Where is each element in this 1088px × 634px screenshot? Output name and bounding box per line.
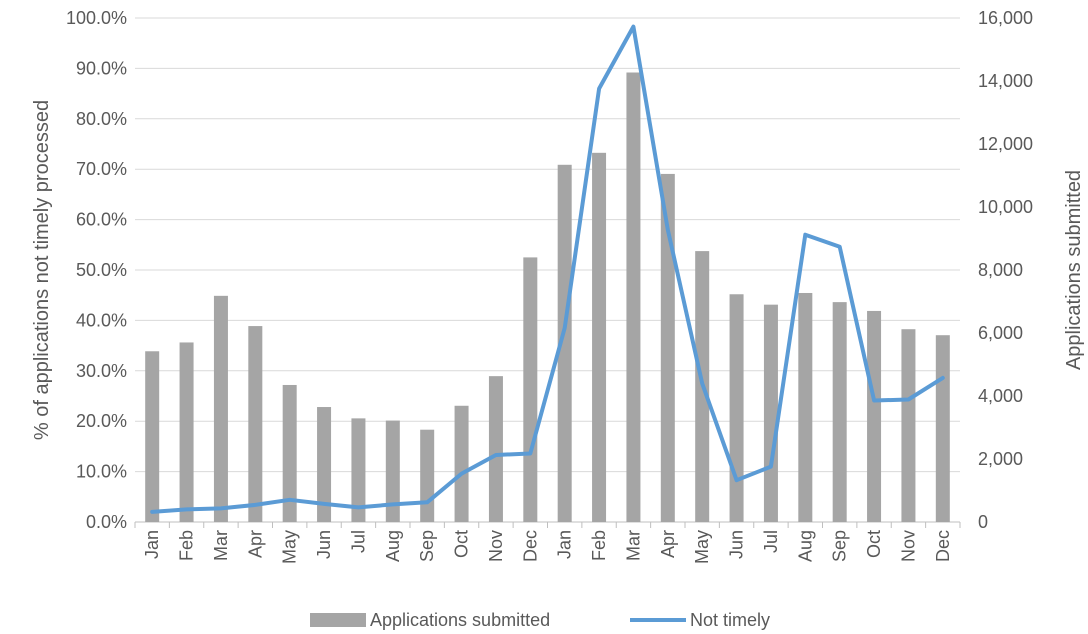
right-tick-label: 4,000 [978, 386, 1023, 406]
bar [660, 173, 675, 523]
left-tick-label: 50.0% [76, 260, 127, 280]
right-tick-label: 12,000 [978, 134, 1033, 154]
x-tick-label: Jun [727, 530, 747, 559]
bar [763, 304, 778, 522]
x-tick-label: Jun [314, 530, 334, 559]
x-tick-label: Sep [417, 530, 437, 562]
x-tick-label: May [280, 530, 300, 564]
right-y-axis: 0 2,000 4,000 6,000 8,000 10,000 12,000 14,000 1… [978, 8, 1033, 532]
right-tick-label: 6,000 [978, 323, 1023, 343]
bar [488, 376, 503, 522]
x-tick-label: Oct [452, 530, 472, 558]
bar [798, 292, 813, 522]
left-tick-label: 0.0% [86, 512, 127, 532]
left-tick-label: 80.0% [76, 109, 127, 129]
bar-series [145, 72, 950, 523]
bar [935, 335, 950, 522]
x-tick-label: Apr [245, 530, 265, 558]
bar [351, 418, 366, 522]
x-tick-label: Nov [898, 530, 918, 562]
x-tick-label: Apr [658, 530, 678, 558]
legend-swatch-applications-submitted [310, 613, 366, 627]
right-tick-label: 8,000 [978, 260, 1023, 280]
x-tick-label: Nov [486, 530, 506, 562]
left-axis-title: % of applications not timely processed [31, 100, 53, 440]
bar [901, 329, 916, 522]
right-tick-label: 14,000 [978, 71, 1033, 91]
bar [557, 164, 572, 523]
x-tick-label: Sep [830, 530, 850, 562]
bar [248, 326, 263, 522]
left-tick-label: 70.0% [76, 159, 127, 179]
left-tick-label: 100.0% [66, 8, 127, 28]
x-tick-label: Feb [589, 530, 609, 561]
x-tick-label: Aug [383, 530, 403, 562]
bar [592, 152, 607, 522]
bar [832, 302, 847, 522]
legend-label-applications-submitted: Applications submitted [370, 610, 550, 630]
left-tick-label: 10.0% [76, 462, 127, 482]
right-tick-label: 0 [978, 512, 988, 532]
bar [317, 407, 332, 522]
x-tick-label: Oct [864, 530, 884, 558]
x-tick-label: Mar [211, 530, 231, 561]
bar [179, 342, 194, 522]
x-tick-label: Dec [933, 530, 953, 562]
gridlines [135, 17, 960, 523]
bar [145, 351, 160, 522]
bar [867, 310, 882, 522]
not-timely-line [150, 24, 945, 514]
left-tick-label: 30.0% [76, 361, 127, 381]
bar [282, 384, 297, 522]
bar [454, 405, 469, 522]
bar [213, 295, 228, 522]
left-tick-label: 20.0% [76, 411, 127, 431]
bar [626, 72, 641, 523]
right-tick-label: 2,000 [978, 449, 1023, 469]
x-tick-label: Feb [177, 530, 197, 561]
left-tick-label: 40.0% [76, 310, 127, 330]
legend-label-not-timely: Not timely [690, 610, 770, 630]
x-tick-label: Jul [348, 530, 368, 553]
left-y-axis: 0.0% 10.0% 20.0% 30.0% 40.0% 50.0% 60.0% 70.0% 8… [66, 8, 127, 532]
bar [729, 294, 744, 522]
right-tick-label: 10,000 [978, 197, 1033, 217]
line-series [150, 24, 945, 514]
bar [420, 429, 435, 522]
bar [523, 257, 538, 522]
x-tick-label: Mar [623, 530, 643, 561]
x-tick-label: Jul [761, 530, 781, 553]
x-tick-label: Jan [555, 530, 575, 559]
legend: Applications submitted Not timely [310, 610, 770, 630]
left-tick-label: 60.0% [76, 210, 127, 230]
x-tick-label: Dec [520, 530, 540, 562]
bar [385, 420, 400, 522]
right-axis-title: Applications submitted [1063, 170, 1085, 370]
x-tick-label: Jan [142, 530, 162, 559]
x-axis: Jan Feb Mar Apr May Jun Jul Aug Sep Oct Nov Dec Jan F… [134, 522, 961, 564]
x-tick-label: Aug [795, 530, 815, 562]
right-tick-label: 16,000 [978, 8, 1033, 28]
left-tick-label: 90.0% [76, 58, 127, 78]
x-tick-label: May [692, 530, 712, 564]
